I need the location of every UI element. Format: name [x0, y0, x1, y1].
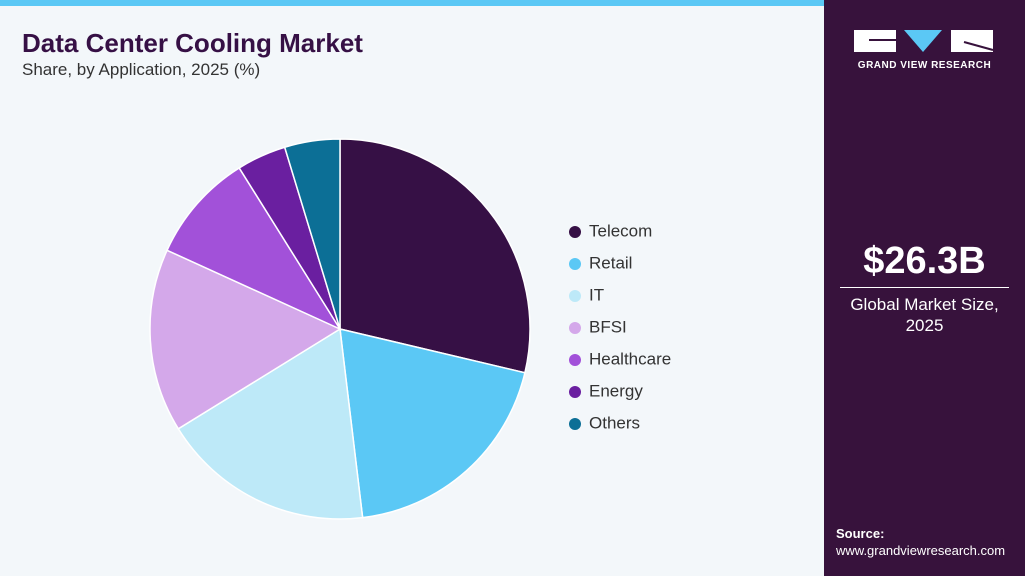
- chart-subtitle: Share, by Application, 2025 (%): [22, 60, 261, 79]
- legend-swatch: [569, 418, 581, 430]
- legend-label: IT: [589, 285, 604, 304]
- legend-label: Telecom: [589, 221, 652, 240]
- source-url: www.grandviewresearch.com: [836, 543, 1006, 558]
- legend-swatch: [569, 258, 581, 270]
- chart: Telecom Retail IT BFSI Healthcare Energy Other…: [149, 138, 671, 520]
- pie-slice: [283, 138, 341, 330]
- sidebar: GRAND VIEW RESEARCH $26.3B Global Market…: [824, 0, 1025, 576]
- chart-title: Data Center Cooling Market: [22, 28, 363, 58]
- market-label: Global Market Size, 2025: [850, 295, 999, 335]
- legend-label: Others: [589, 413, 640, 432]
- top-bar: [0, 0, 824, 6]
- legend-swatch: [569, 354, 581, 366]
- pie-slice: [339, 328, 526, 519]
- divider: [840, 287, 1009, 288]
- pie-slice: [149, 249, 342, 430]
- pie-slice: [339, 138, 531, 374]
- legend-label: BFSI: [589, 317, 627, 336]
- brand: GRAND VIEW RESEARCH: [857, 60, 992, 71]
- logo: [854, 30, 994, 52]
- legend-swatch: [569, 386, 581, 398]
- legend-label: Energy: [589, 381, 643, 400]
- legend-label: Healthcare: [589, 349, 671, 368]
- legend-label: Retail: [589, 253, 632, 272]
- legend-swatch: [569, 322, 581, 334]
- source-label: Source:: [836, 526, 885, 541]
- pie-slice: [166, 166, 342, 331]
- legend-swatch: [569, 290, 581, 302]
- legend-swatch: [569, 226, 581, 238]
- pie-slice: [177, 327, 364, 520]
- market-size: $26.3B: [863, 240, 986, 282]
